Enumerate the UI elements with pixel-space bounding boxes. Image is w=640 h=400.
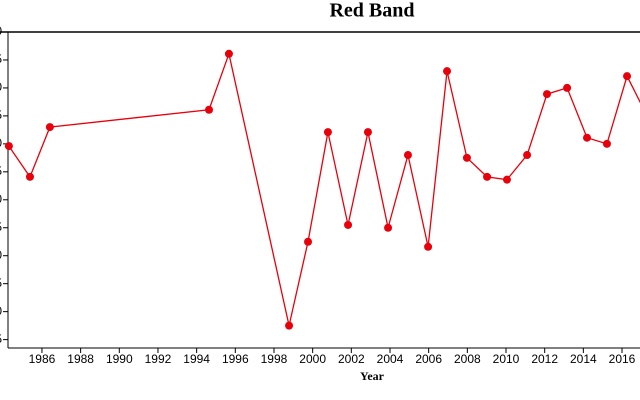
data-point	[602, 139, 611, 148]
y-tick-label: 100	[0, 80, 2, 94]
y-tick-label: 90	[0, 136, 2, 150]
y-tick-label: 80	[0, 192, 2, 206]
data-point	[25, 172, 34, 181]
data-point	[563, 83, 572, 92]
data-point	[323, 128, 332, 137]
x-tick-label: 1986	[29, 352, 56, 366]
data-point	[384, 223, 393, 232]
series-line	[8, 51, 640, 326]
y-tick-label: 60	[0, 304, 2, 318]
x-tick-label: 2006	[415, 352, 442, 366]
x-tick-label: 2000	[299, 352, 326, 366]
y-tick-label: 65	[0, 276, 2, 290]
x-tick-label: 2012	[531, 352, 558, 366]
x-tick-label: 2010	[493, 352, 520, 366]
y-tick-label: 75	[0, 220, 2, 234]
data-point	[523, 151, 532, 160]
data-point	[304, 237, 313, 246]
plot-area	[4, 49, 640, 330]
y-tick-label: 105	[0, 52, 2, 66]
x-tick-label: 2002	[338, 352, 365, 366]
data-point	[403, 151, 412, 160]
x-tick-label: 1992	[145, 352, 172, 366]
x-tick-label: 1994	[183, 352, 210, 366]
y-tick-label: 110	[0, 24, 2, 38]
x-tick-label: 2008	[454, 352, 481, 366]
data-point	[483, 172, 492, 181]
y-tick-label: 95	[0, 108, 2, 122]
y-tick-label: 85	[0, 164, 2, 178]
data-point	[424, 242, 433, 251]
data-point	[4, 142, 13, 151]
data-point	[623, 72, 632, 81]
chart-title: Red Band	[329, 0, 414, 22]
x-tick-label: 1990	[106, 352, 133, 366]
x-axis-label: Year	[360, 369, 385, 383]
data-point	[344, 220, 353, 229]
data-point	[224, 49, 233, 58]
x-tick-label: 2014	[570, 352, 597, 366]
data-point	[462, 153, 471, 162]
y-tick-label: 70	[0, 248, 2, 262]
data-point	[45, 123, 54, 132]
y-tick-label: 55	[0, 332, 2, 346]
data-point	[363, 128, 372, 137]
data-point	[205, 105, 214, 114]
x-tick-label: 2016	[609, 352, 636, 366]
x-tick-label: 1998	[261, 352, 288, 366]
data-point	[542, 90, 551, 99]
data-point	[285, 321, 294, 330]
x-tick-label: 1988	[67, 352, 94, 366]
data-point	[502, 175, 511, 184]
data-point	[443, 67, 452, 76]
x-tick-label: 2004	[377, 352, 404, 366]
data-point	[583, 133, 592, 142]
x-tick-label: 1996	[222, 352, 249, 366]
